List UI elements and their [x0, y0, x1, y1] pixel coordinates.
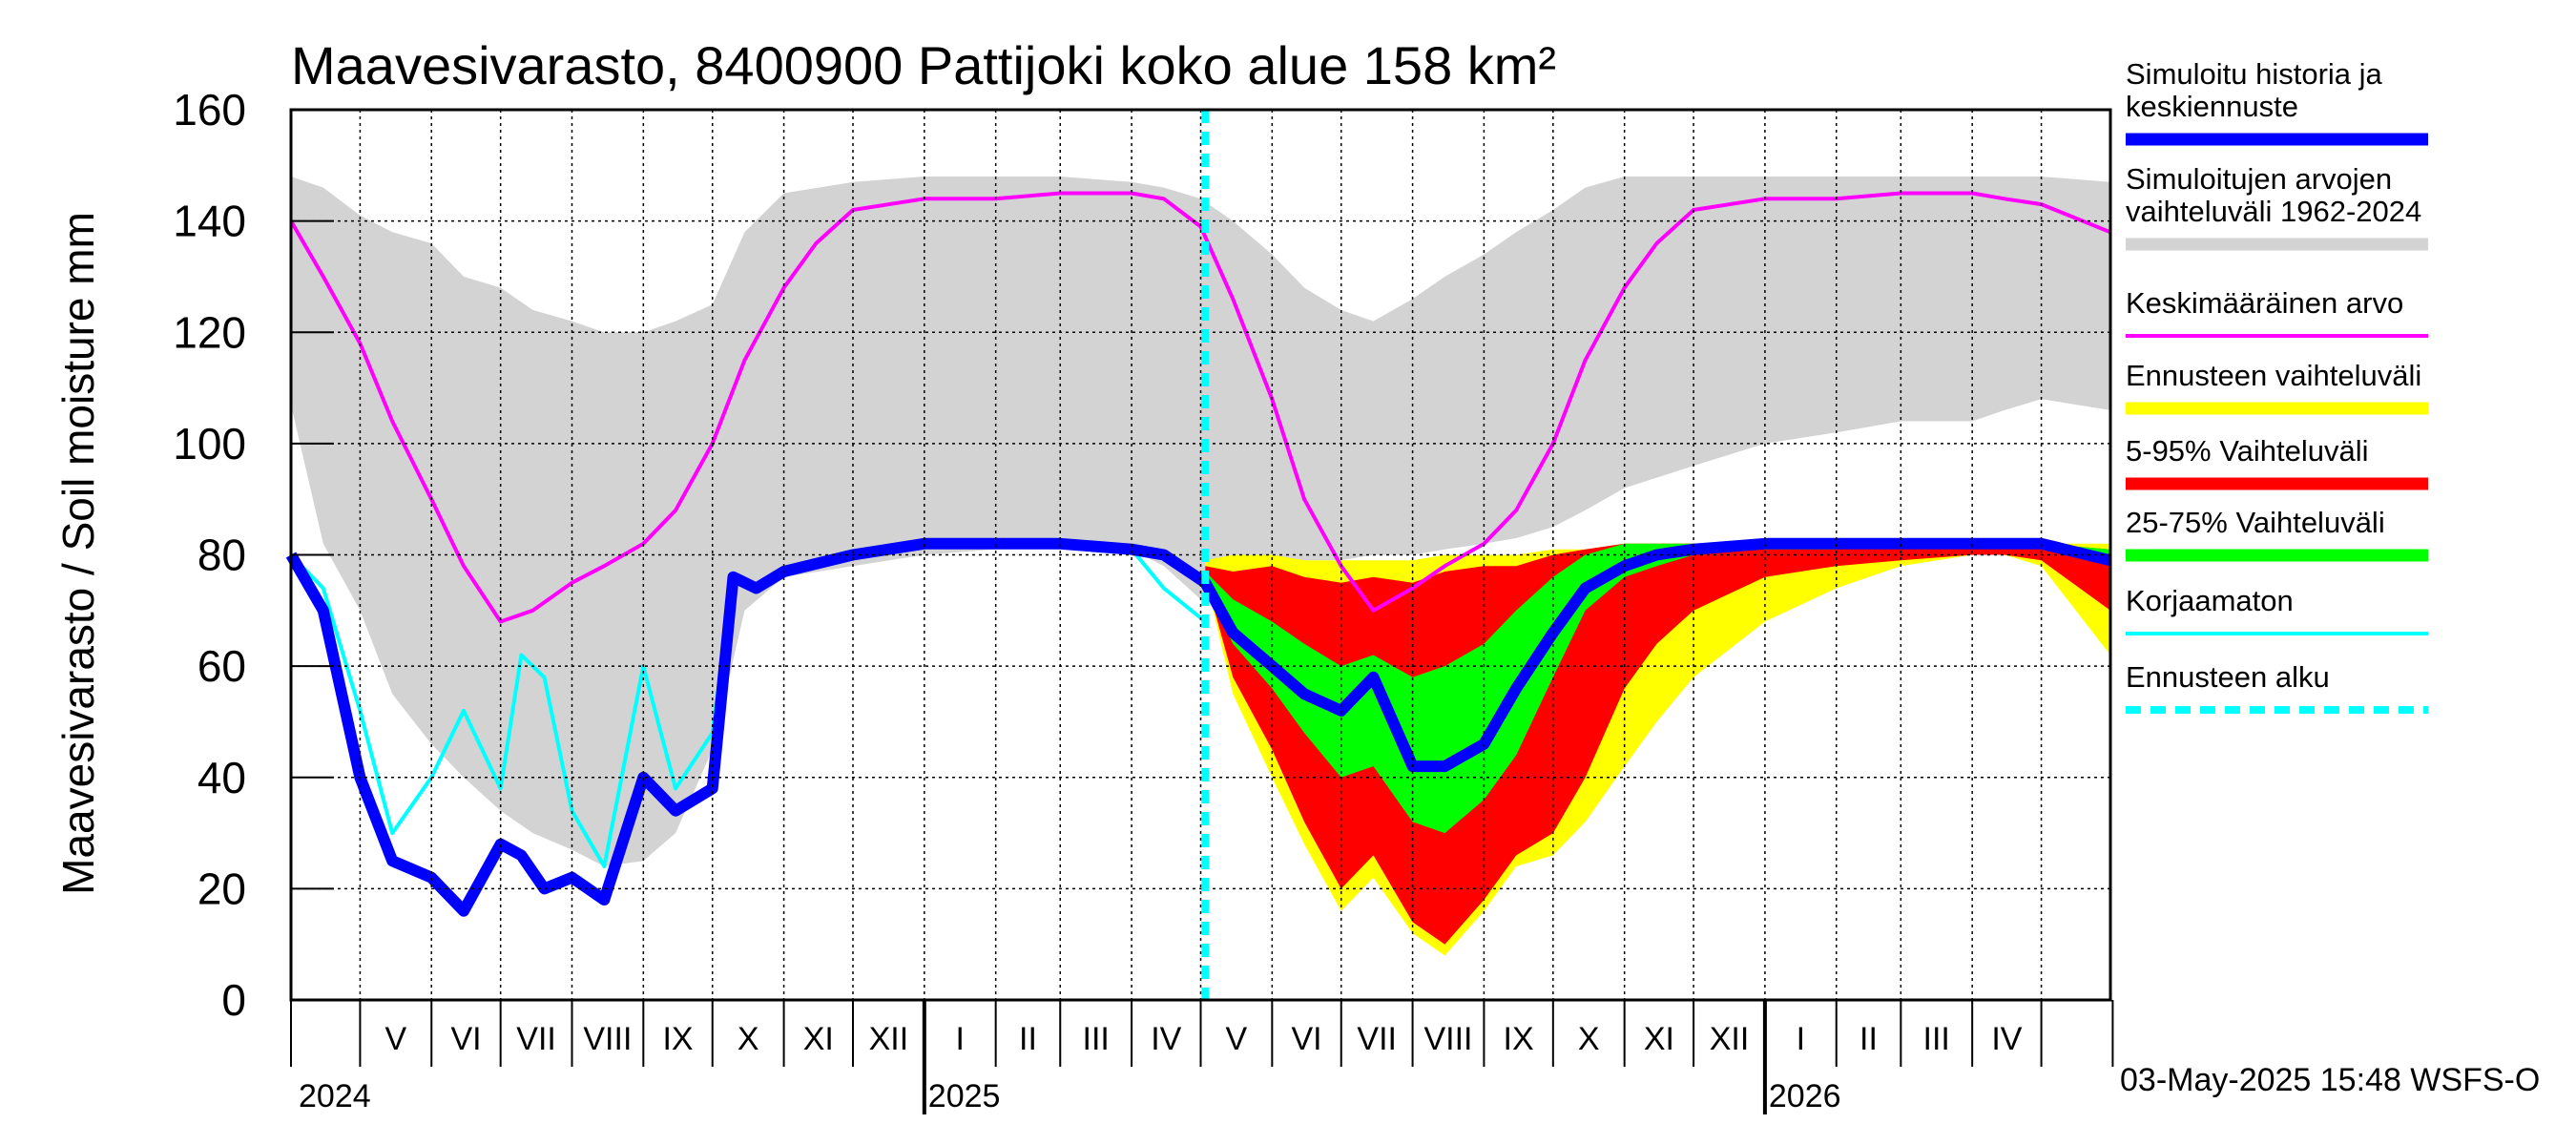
x-month-label: II [1019, 1021, 1037, 1057]
x-month-label: V [384, 1021, 406, 1057]
x-month-label: III [1923, 1021, 1950, 1057]
x-month-label: VII [1357, 1021, 1397, 1057]
legend-item-ennusteen-alku: Ennusteen alku [2126, 660, 2428, 714]
chart-title: Maavesivarasto, 8400900 Pattijoki koko a… [291, 35, 1556, 95]
x-month-label: VI [1291, 1021, 1321, 1057]
legend-item-ennusteen-vaihteluv-li: Ennusteen vaihteluväli [2126, 359, 2428, 415]
band-simuloitujen-arvojen-vaihteluv-li-1962-2024 [291, 177, 2110, 866]
x-month-label: IV [1991, 1021, 2022, 1057]
legend-label: Keskimääräinen arvo [2126, 286, 2403, 320]
legend-label: Ennusteen vaihteluväli [2126, 359, 2421, 392]
y-axis-ticks: 0 20 40 60 80 100 120 140 160 [173, 85, 334, 1025]
y-tick-label: 160 [173, 85, 246, 135]
x-month-label: X [1578, 1021, 1600, 1057]
legend-item-korjaamaton: Korjaamaton [2126, 584, 2428, 635]
x-month-label: V [1226, 1021, 1248, 1057]
y-axis-label: Maavesivarasto / Soil moisture mm [53, 212, 103, 895]
y-tick-label: 40 [197, 753, 246, 802]
legend-label: Korjaamaton [2126, 584, 2294, 617]
x-month-label: VIII [583, 1021, 632, 1057]
x-month-label: IX [662, 1021, 693, 1057]
x-year-label: 2026 [1769, 1078, 1841, 1114]
x-month-label: XII [1710, 1021, 1750, 1057]
x-month-label: VI [450, 1021, 481, 1057]
y-tick-label: 100 [173, 419, 246, 468]
x-month-label: IX [1504, 1021, 1534, 1057]
legend-item-5-95-vaihteluv-li: 5-95% Vaihteluväli [2126, 434, 2428, 490]
x-axis: V VI VII VIII IX X XI XII I II III IV V VI VII VIII IX X X… [290, 1000, 2114, 1114]
x-month-label: XI [1644, 1021, 1674, 1057]
y-tick-label: 120 [173, 307, 246, 357]
series-lines [285, 191, 2112, 917]
x-month-label: III [1083, 1021, 1110, 1057]
x-month-label: X [737, 1021, 759, 1057]
y-tick-label: 140 [173, 197, 246, 246]
y-tick-label: 20 [197, 864, 246, 913]
x-month-label: XII [869, 1021, 909, 1057]
legend-label: vaihteluväli 1962-2024 [2126, 195, 2421, 228]
line-simuloitu-historia-ja-keskiennuste [285, 537, 2112, 917]
legend-label: Simuloitujen arvojen [2126, 162, 2392, 196]
x-month-label: II [1859, 1021, 1878, 1057]
x-month-label: VIII [1423, 1021, 1472, 1057]
legend-label: keskiennuste [2126, 90, 2298, 123]
legend-item-25-75-vaihteluv-li: 25-75% Vaihteluväli [2126, 506, 2428, 562]
x-month-label: I [955, 1021, 964, 1057]
timestamp-label: 03-May-2025 15:48 WSFS-O [2120, 1062, 2540, 1098]
x-year-label: 2024 [299, 1078, 371, 1114]
band-5-95-vaihteluv-li [1205, 543, 2110, 945]
legend-item-keskim-r-inen-arvo: Keskimääräinen arvo [2126, 286, 2428, 338]
line-keskim-r-inen-arvo [289, 191, 2111, 624]
y-tick-label: 0 [221, 975, 246, 1025]
legend-label: Ennusteen alku [2126, 660, 2330, 694]
x-month-label: I [1797, 1021, 1805, 1057]
legend: Simuloitu historia jakeskiennusteSimuloi… [2126, 57, 2428, 714]
legend-label: 5-95% Vaihteluväli [2126, 434, 2368, 468]
legend-label: Simuloitu historia ja [2126, 57, 2383, 91]
x-month-label: IV [1151, 1021, 1181, 1057]
x-month-label: XI [803, 1021, 834, 1057]
y-tick-label: 80 [197, 531, 246, 580]
x-month-label: VII [516, 1021, 556, 1057]
legend-label: 25-75% Vaihteluväli [2126, 506, 2385, 539]
x-year-label: 2025 [928, 1078, 1001, 1114]
y-tick-label: 60 [197, 641, 246, 691]
